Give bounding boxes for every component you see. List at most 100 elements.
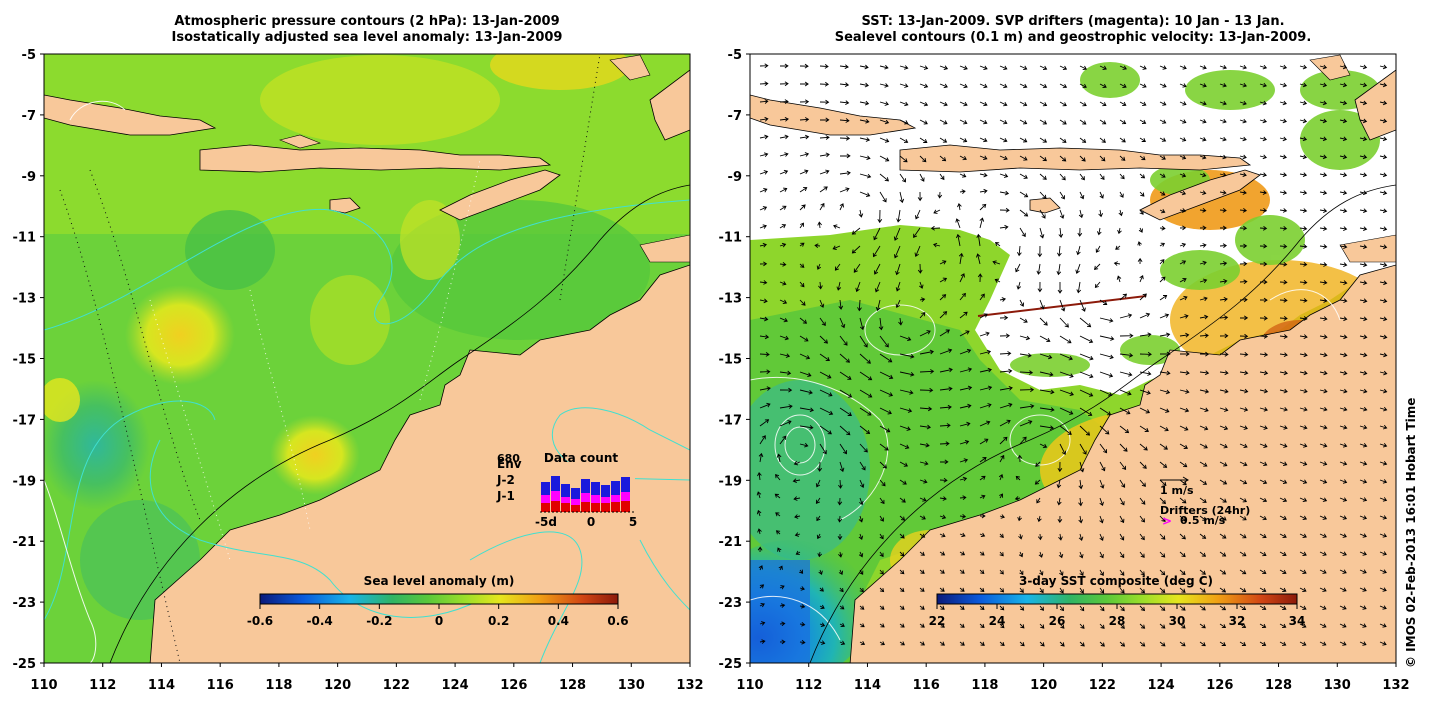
velocity-arrow (1239, 100, 1247, 106)
velocity-arrow (819, 186, 828, 193)
velocity-arrow (858, 533, 864, 540)
velocity-arrow (836, 281, 842, 291)
velocity-arrow (1059, 191, 1065, 200)
velocity-arrow (1359, 515, 1368, 520)
velocity-arrow (1019, 317, 1028, 323)
velocity-arrow (1379, 298, 1388, 304)
velocity-arrow (939, 569, 945, 574)
velocity-arrow (1119, 515, 1125, 524)
velocity-arrow (1199, 605, 1206, 611)
velocity-arrow (1359, 118, 1368, 124)
velocity-arrow (1279, 569, 1287, 575)
velocity-arrow (1339, 533, 1347, 538)
velocity-arrow (1359, 605, 1367, 610)
velocity-arrow (999, 641, 1005, 647)
velocity-arrow (959, 476, 968, 482)
data-count-bar-j2 (561, 497, 570, 503)
velocity-arrow (1199, 190, 1207, 196)
velocity-arrow (819, 317, 826, 327)
velocity-arrow (1279, 388, 1288, 394)
velocity-arrow (1019, 403, 1035, 409)
data-count-bar-j1 (581, 502, 590, 512)
velocity-arrow (1259, 623, 1267, 628)
data-count-bar-env (581, 479, 590, 493)
data-count-bar-j2 (621, 492, 630, 501)
velocity-arrow (899, 83, 909, 88)
velocity-arrow (1179, 497, 1187, 504)
velocity-arrow (1339, 334, 1348, 340)
velocity-arrow (930, 225, 941, 231)
velocity-arrow (1199, 587, 1206, 593)
velocity-arrow (1059, 335, 1072, 344)
velocity-arrow (1359, 587, 1367, 592)
velocity-arrow (1179, 641, 1186, 647)
sst-colorbar-tick-34: 34 (1289, 614, 1306, 628)
velocity-arrow (1319, 551, 1327, 556)
velocity-arrow (959, 65, 968, 70)
velocity-arrow (759, 242, 767, 248)
velocity-arrow (1058, 533, 1063, 541)
velocity-arrow (979, 65, 988, 71)
velocity-arrow (1179, 425, 1189, 431)
velocity-arrow (1299, 641, 1307, 646)
velocity-arrow (898, 317, 903, 326)
velocity-arrow (1017, 515, 1022, 522)
velocity-arrow (779, 224, 787, 229)
velocity-arrow (759, 621, 766, 626)
velocity-arrow (757, 546, 763, 553)
velocity-arrow (1059, 137, 1067, 143)
velocity-arrow (839, 407, 852, 416)
velocity-arrow (776, 453, 782, 463)
left-lat-tick--7: -7 (22, 109, 36, 124)
velocity-arrow (1219, 443, 1228, 449)
data-count-bar-j1 (591, 503, 600, 512)
velocity-arrow (1079, 335, 1094, 344)
velocity-arrow (1039, 587, 1044, 594)
velocity-arrow (1059, 605, 1065, 612)
velocity-arrow (759, 369, 771, 375)
velocity-arrow (1039, 443, 1048, 449)
velocity-arrow (859, 64, 869, 70)
velocity-arrow (756, 509, 762, 517)
left-lat-tick--11: -11 (13, 231, 37, 246)
velocity-arrow (1199, 83, 1207, 88)
velocity-arrow (799, 281, 805, 288)
velocity-arrow (1094, 281, 1101, 289)
velocity-arrow (1059, 587, 1064, 594)
velocity-arrow (1019, 569, 1024, 576)
velocity-arrow (1339, 298, 1348, 304)
velocity-arrow (1159, 497, 1166, 505)
velocity-arrow (779, 205, 787, 211)
velocity-arrow (1239, 388, 1249, 394)
velocity-arrow (839, 605, 845, 610)
velocity-arrow (1138, 227, 1143, 233)
velocity-arrow (1139, 551, 1145, 558)
velocity-arrow (816, 515, 821, 522)
velocity-arrow (1159, 551, 1166, 558)
velocity-arrow (1039, 317, 1048, 326)
velocity-arrow (1039, 605, 1045, 611)
velocity-arrow (1279, 64, 1288, 70)
velocity-arrow (939, 101, 948, 107)
velocity-arrow (919, 387, 934, 393)
velocity-arrow (1119, 371, 1133, 377)
velocity-arrow (1359, 190, 1368, 196)
velocity-arrow (1359, 352, 1368, 358)
velocity-arrow (999, 402, 1013, 409)
velocity-arrow (1037, 515, 1042, 523)
velocity-arrow (1219, 605, 1227, 611)
velocity-arrow (879, 155, 890, 162)
velocity-arrow (779, 639, 786, 645)
velocity-arrow (1259, 315, 1268, 321)
velocity-arrow (779, 134, 789, 140)
velocity-arrow (1099, 191, 1104, 199)
velocity-arrow (1039, 641, 1045, 647)
velocity-arrow (1056, 479, 1062, 489)
drifter-legend-title: Drifters (24hr) (1160, 504, 1250, 517)
velocity-arrow (1319, 226, 1328, 231)
velocity-arrow (1059, 155, 1067, 162)
velocity-arrow (1014, 496, 1021, 501)
velocity-arrow (919, 155, 927, 163)
velocity-arrow (1079, 317, 1092, 328)
velocity-arrow (799, 389, 813, 395)
